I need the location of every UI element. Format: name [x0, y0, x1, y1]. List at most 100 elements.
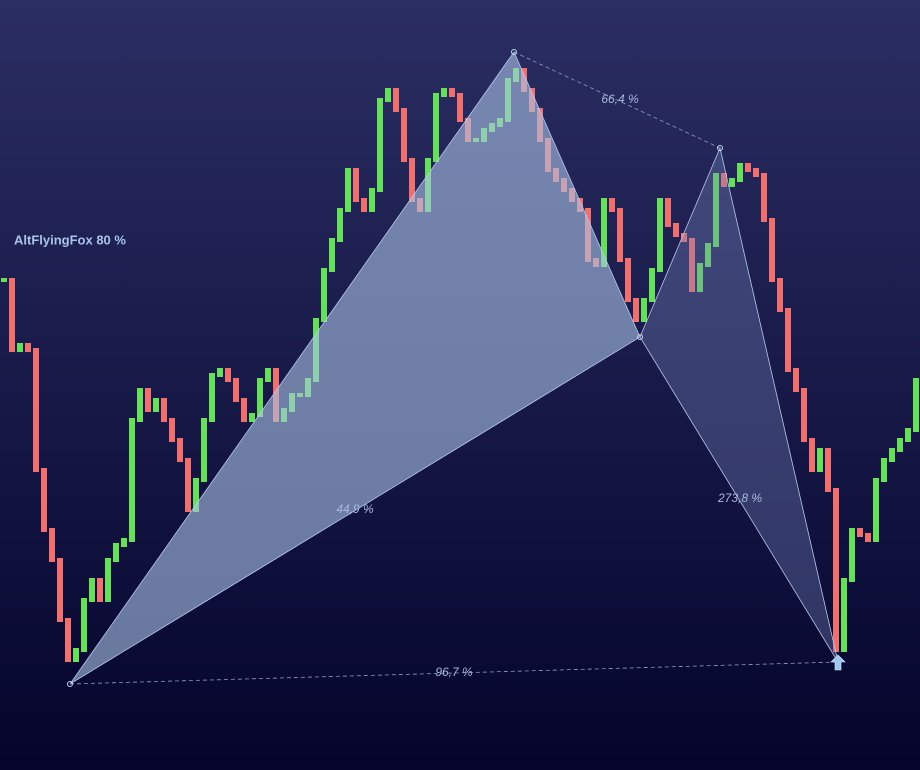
candle [113, 543, 119, 562]
candle [889, 448, 895, 462]
candle [337, 208, 343, 242]
ratio-label: 66,4 % [601, 92, 639, 106]
candle [649, 268, 655, 302]
pattern-point [511, 49, 517, 55]
candle [241, 398, 247, 422]
candle [713, 173, 719, 247]
candle [625, 258, 631, 302]
candle [377, 98, 383, 192]
candle [329, 238, 335, 272]
candle [121, 538, 127, 547]
candle [257, 378, 263, 417]
candle [673, 223, 679, 237]
candle [177, 438, 183, 462]
candle [369, 188, 375, 212]
candle [345, 168, 351, 212]
candle [217, 368, 223, 377]
candle [401, 108, 407, 162]
candle [17, 343, 23, 352]
candle [817, 448, 823, 472]
candle [25, 343, 31, 352]
candle [81, 598, 87, 652]
candle [913, 378, 919, 432]
candle [849, 528, 855, 582]
candle [33, 348, 39, 472]
candle [265, 368, 271, 382]
ratio-line [69, 661, 839, 685]
candle [753, 168, 759, 177]
candle [441, 88, 447, 97]
candle [705, 243, 711, 267]
candle [689, 238, 695, 292]
candle [1, 278, 7, 282]
candle [841, 578, 847, 652]
candle [433, 93, 439, 162]
candle [897, 438, 903, 452]
candle [825, 448, 831, 492]
candle [745, 163, 751, 172]
candle [865, 533, 871, 542]
candle [833, 488, 839, 652]
candle [57, 558, 63, 622]
candle [249, 413, 255, 422]
candle [409, 158, 415, 202]
candle [49, 528, 55, 562]
pattern-bcd [639, 146, 839, 663]
candle [65, 618, 71, 662]
candle [873, 478, 879, 542]
candle [665, 198, 671, 227]
candle [457, 93, 463, 122]
ratio-label: 44,9 % [336, 502, 374, 516]
ratio-label: 273,8 % [717, 491, 762, 505]
candle [321, 268, 327, 322]
candle [9, 278, 15, 352]
candle [721, 173, 727, 187]
candle [641, 298, 647, 322]
candle [209, 373, 215, 422]
candle [681, 233, 687, 242]
candle [601, 198, 607, 267]
candle [185, 458, 191, 512]
candle [129, 418, 135, 542]
candle [225, 368, 231, 382]
candle [801, 388, 807, 442]
pattern-xab [69, 51, 641, 685]
candle [89, 578, 95, 602]
candle [857, 528, 863, 537]
candle [361, 198, 367, 212]
candle [161, 398, 167, 422]
candle [105, 558, 111, 602]
candle [353, 168, 359, 202]
ratio-label: 96,7 % [435, 665, 473, 679]
candle [657, 198, 663, 272]
candle [137, 388, 143, 422]
signal-arrow [830, 654, 846, 671]
candle [385, 88, 391, 102]
candle [761, 173, 767, 222]
candle [97, 578, 103, 602]
candle [769, 218, 775, 282]
candle [41, 468, 47, 532]
candle [633, 298, 639, 322]
pattern-point [67, 681, 73, 687]
candle [905, 428, 911, 442]
candle [809, 438, 815, 472]
candle [777, 278, 783, 312]
candle [729, 178, 735, 187]
candle [785, 308, 791, 372]
candle [793, 368, 799, 392]
candle [201, 418, 207, 482]
candle [193, 478, 199, 512]
pattern-point [717, 145, 723, 151]
pattern-point [637, 334, 643, 340]
candle [393, 88, 399, 112]
candle [609, 198, 615, 212]
candle [153, 398, 159, 412]
chart-title: AltFlyingFox 80 % [14, 232, 126, 247]
candle [169, 418, 175, 442]
candle [737, 163, 743, 182]
candle [617, 208, 623, 262]
candle [449, 88, 455, 97]
pattern [67, 49, 846, 687]
